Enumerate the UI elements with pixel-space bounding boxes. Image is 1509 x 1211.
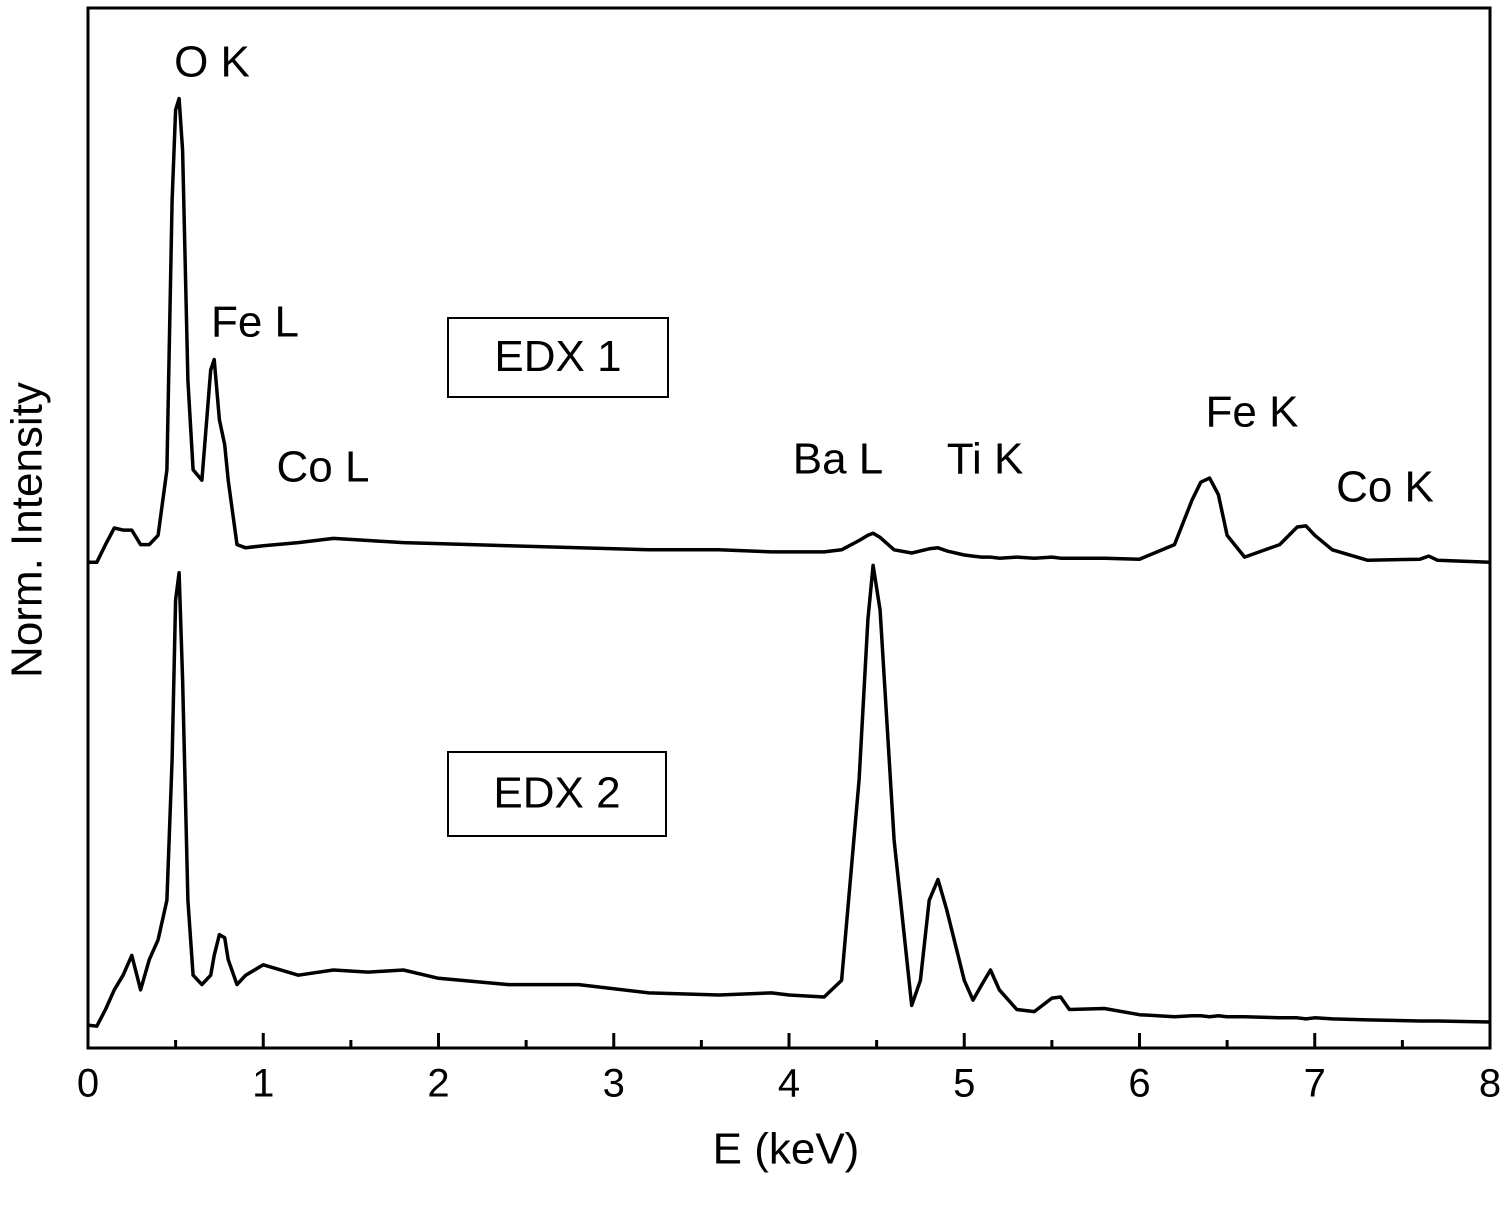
peak-label: Fe L	[211, 298, 299, 347]
x-tick-label: 7	[1304, 1062, 1326, 1106]
peak-label: Fe K	[1206, 388, 1299, 437]
plot-frame	[86, 6, 1492, 1050]
x-tick-label: 0	[77, 1062, 99, 1106]
peak-label: Co K	[1336, 463, 1434, 512]
series-label: EDX 1	[494, 332, 621, 381]
x-tick-label: 2	[427, 1062, 449, 1106]
peak-label: O K	[174, 38, 250, 87]
x-tick-label: 6	[1128, 1062, 1150, 1106]
x-tick-label: 5	[953, 1062, 975, 1106]
spectrum-line	[87, 563, 1491, 1028]
peak-label: Ba L	[793, 435, 884, 484]
x-axis-title: E (keV)	[713, 1125, 860, 1174]
x-tick-label: 4	[778, 1062, 800, 1106]
peak-label: Ti K	[947, 435, 1024, 484]
spectrum-line	[88, 96, 1491, 565]
series-label-box	[447, 317, 669, 398]
x-tick-label: 3	[603, 1062, 625, 1106]
peak-label: Co L	[277, 443, 370, 492]
x-tick-label: 8	[1479, 1062, 1501, 1106]
x-tick-label: 1	[252, 1062, 274, 1106]
series-label-box	[447, 751, 667, 837]
series-label: EDX 2	[493, 769, 620, 818]
y-axis-title: Norm. Intensity	[3, 382, 52, 678]
